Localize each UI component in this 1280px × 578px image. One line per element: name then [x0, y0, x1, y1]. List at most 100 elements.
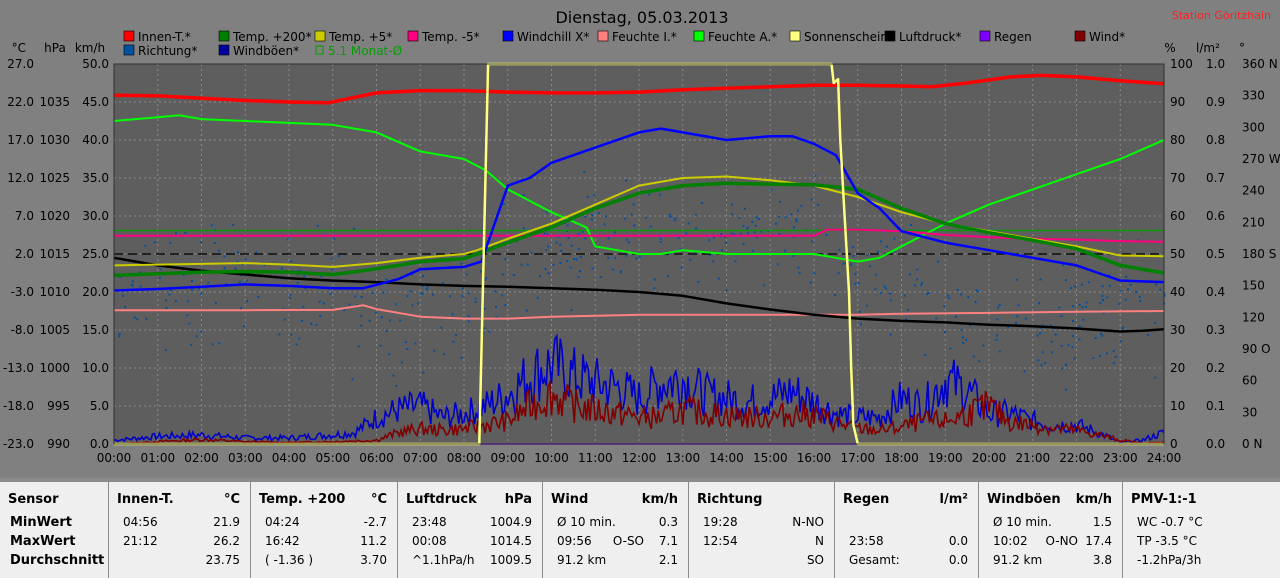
tick-x: 17:00: [841, 451, 876, 465]
column-title: Windböen: [987, 492, 1061, 507]
direction-point: [543, 232, 546, 235]
tick-x: 13:00: [666, 451, 701, 465]
direction-point: [374, 311, 377, 314]
direction-point: [174, 300, 177, 302]
direction-point: [223, 267, 226, 270]
direction-point: [920, 283, 923, 286]
table-row: 23:58 0.0: [835, 534, 978, 553]
direction-point: [725, 242, 727, 244]
tick-kmh: 15.0: [82, 323, 109, 337]
table-header: PMV-1:-1: [1123, 492, 1280, 511]
direction-point: [746, 226, 749, 229]
direction-point: [1078, 303, 1081, 306]
table-column: Sensor MinWert MaxWert Durchschnitt: [0, 482, 107, 578]
direction-point: [1138, 295, 1141, 298]
direction-point: [921, 281, 923, 284]
table-row: 00:08 1014.5: [398, 534, 542, 553]
table-row: Ø 10 min. 1.5: [979, 515, 1122, 534]
tick-lm2: 0.7: [1206, 171, 1225, 185]
direction-point: [630, 213, 633, 216]
stats-table: Sensor MinWert MaxWert Durchschnitt Innen-T.…: [0, 478, 1280, 578]
cell-a: WC -0.7 °C: [1137, 515, 1203, 529]
legend-label: Windböen*: [233, 44, 299, 58]
direction-point: [145, 317, 148, 320]
table-row: 23.75: [109, 553, 250, 572]
direction-point: [298, 269, 301, 272]
direction-point: [869, 265, 872, 268]
direction-point: [1078, 325, 1081, 328]
direction-point: [210, 224, 213, 227]
tick-celsius: 2.0: [15, 247, 34, 261]
direction-point: [725, 289, 728, 292]
direction-point: [1040, 364, 1043, 367]
legend-label: 5.1 Monat-Ø: [328, 44, 402, 58]
legend-swatch: [979, 30, 991, 42]
cell-a: 23:58: [849, 534, 884, 548]
direction-point: [800, 204, 803, 207]
direction-point: [379, 344, 382, 347]
direction-point: [889, 299, 892, 302]
direction-point: [811, 240, 814, 243]
tick-deg: 60: [1242, 374, 1257, 388]
legend-label: Temp. +5*: [328, 30, 392, 44]
direction-point: [649, 225, 652, 228]
direction-point: [924, 354, 927, 357]
direction-point: [645, 216, 647, 219]
direction-point: [653, 278, 656, 281]
tick-hpa: 1020: [39, 209, 70, 223]
direction-point: [570, 309, 573, 312]
column-title: Innen-T.: [117, 492, 174, 507]
direction-point: [731, 213, 733, 216]
direction-point: [680, 266, 683, 269]
direction-point: [165, 307, 168, 309]
direction-point: [910, 224, 912, 226]
direction-point: [360, 324, 363, 327]
direction-point: [425, 288, 428, 291]
direction-point: [996, 334, 998, 337]
cell-c: 0.0: [948, 534, 968, 548]
cell-c: SO: [806, 553, 824, 567]
direction-point: [1061, 367, 1064, 370]
direction-point: [211, 343, 214, 346]
direction-point: [712, 260, 715, 263]
legend-label: Feuchte A.*: [708, 30, 777, 44]
direction-point: [484, 307, 486, 310]
tick-deg: 210: [1242, 215, 1265, 229]
tick-percent: 0: [1170, 437, 1178, 451]
table-header: Luftdruck hPa: [398, 492, 542, 511]
direction-point: [581, 230, 584, 233]
direction-point: [555, 241, 558, 244]
cell-c: -2.7: [363, 515, 387, 529]
direction-point: [144, 244, 147, 247]
direction-point: [139, 285, 142, 288]
direction-point: [577, 248, 580, 250]
tick-x: 20:00: [972, 451, 1007, 465]
direction-point: [368, 319, 371, 322]
cell-a: -1.2hPa/3h: [1137, 553, 1202, 567]
direction-point: [584, 237, 587, 240]
direction-point: [1015, 321, 1017, 324]
direction-point: [927, 292, 930, 294]
legend-swatch: [123, 30, 135, 42]
direction-point: [371, 291, 374, 294]
axis-label-percent: %: [1164, 41, 1175, 55]
table-row: WC -0.7 °C: [1123, 515, 1280, 534]
tick-lm2: 0.9: [1206, 95, 1225, 109]
direction-point: [997, 306, 1000, 309]
direction-point: [614, 256, 617, 259]
direction-point: [234, 267, 237, 270]
column-title: Temp. +200: [259, 492, 346, 507]
direction-point: [738, 216, 741, 219]
direction-point: [1163, 294, 1166, 297]
direction-point: [1016, 315, 1019, 318]
tick-kmh: 45.0: [82, 95, 109, 109]
direction-point: [495, 306, 497, 308]
cell-c: 7.1: [658, 534, 678, 548]
direction-point: [494, 290, 497, 293]
direction-point: [908, 273, 911, 276]
direction-point: [798, 271, 801, 274]
direction-point: [182, 274, 185, 276]
tick-x: 10:00: [534, 451, 569, 465]
direction-point: [295, 343, 298, 346]
cell-a: 00:08: [412, 534, 447, 548]
